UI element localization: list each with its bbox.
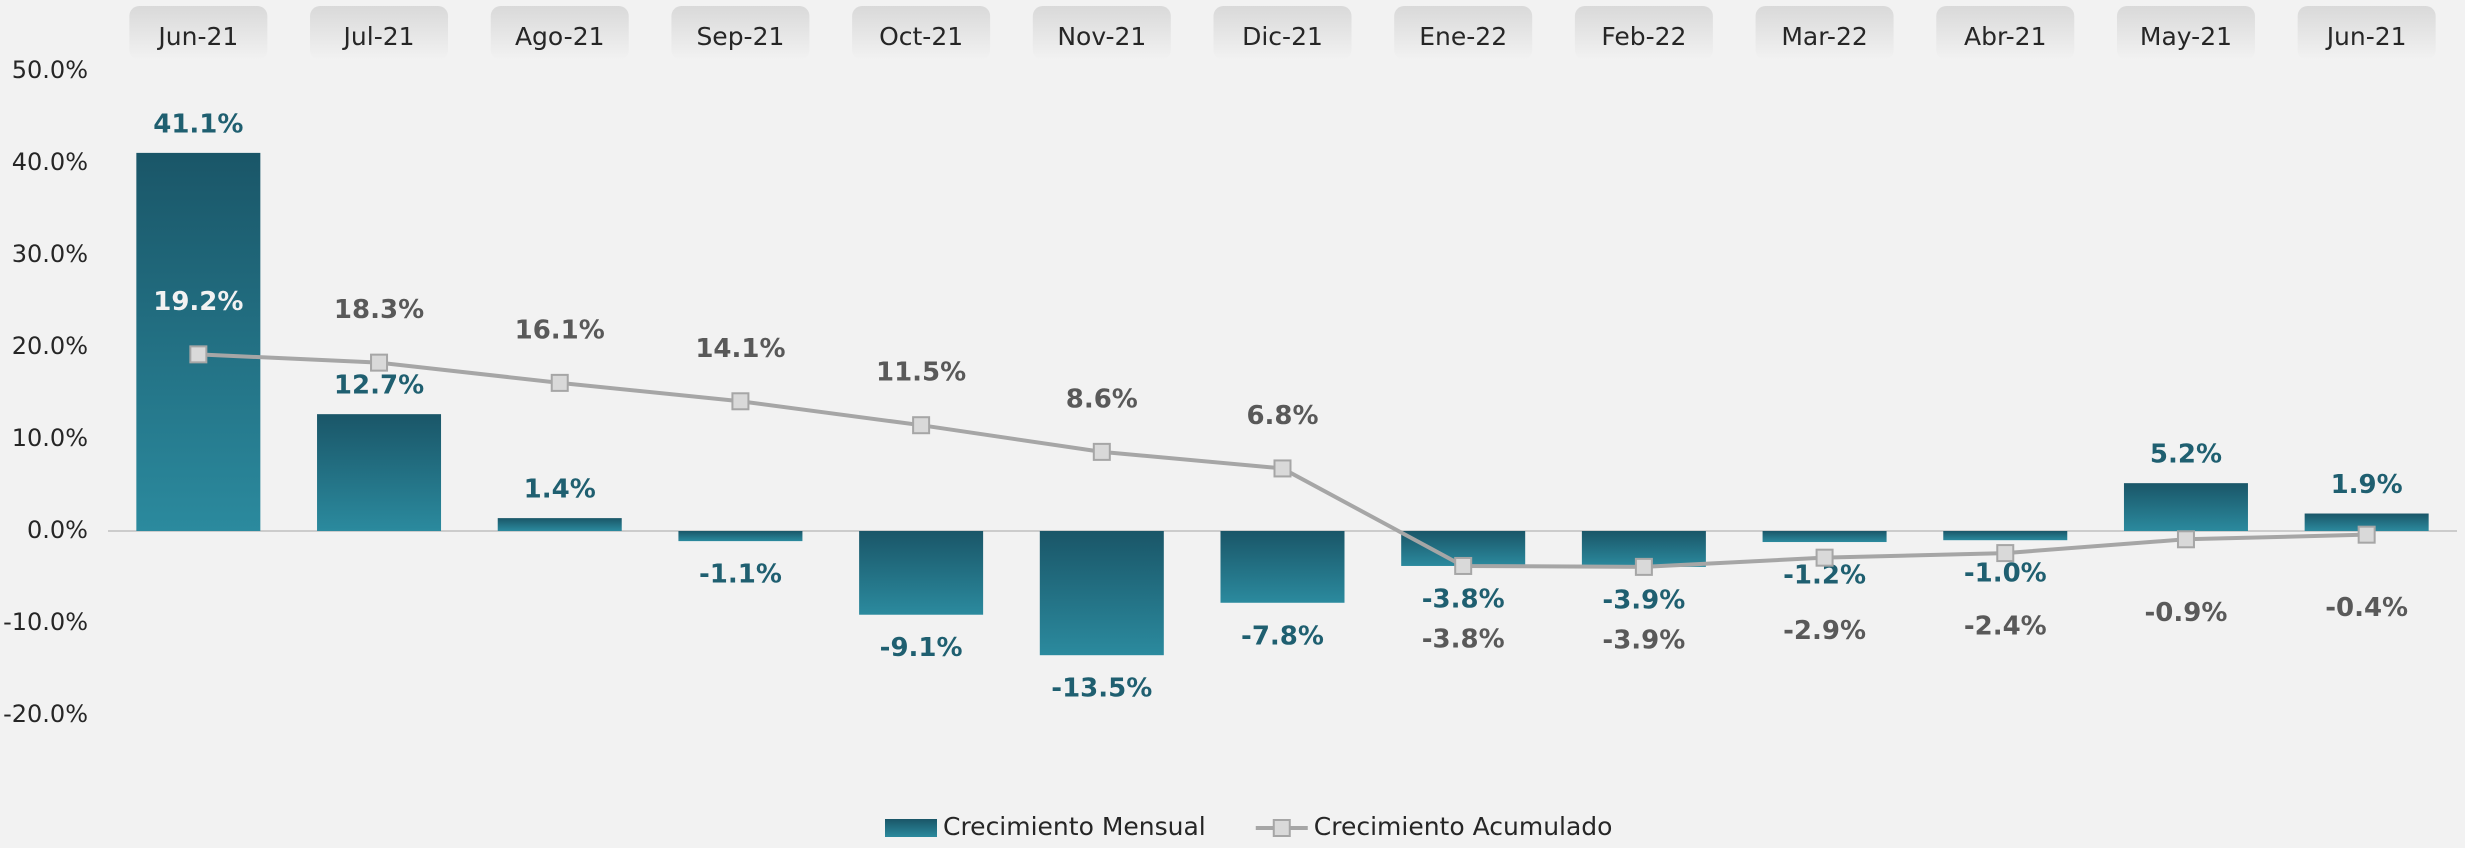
category-tab (1213, 6, 1352, 60)
line-value-label: -0.4% (2325, 593, 2408, 623)
category-label: May-21 (2140, 22, 2232, 51)
line-marker (912, 416, 931, 435)
category-label: Feb-22 (1601, 22, 1686, 51)
category-label: Ene-22 (1419, 22, 1507, 51)
category-label: Jun-21 (156, 22, 238, 51)
y-tick-label: -20.0% (3, 700, 88, 728)
bar-value-label: -3.8% (1422, 584, 1505, 614)
line-marker (189, 345, 208, 364)
bar (136, 152, 261, 531)
category-tab (1936, 6, 2075, 60)
category-label: Dic-21 (1242, 22, 1323, 51)
y-tick-label: 50.0% (12, 56, 88, 84)
category-tab (1394, 6, 1533, 60)
line-value-label: 11.5% (876, 358, 966, 388)
y-tick-label: 10.0% (12, 424, 88, 452)
bar-value-label: -7.8% (1241, 621, 1324, 651)
bar (1220, 531, 1345, 603)
line-marker (1634, 557, 1653, 576)
bar-value-label: -3.9% (1602, 585, 1685, 615)
category-tab (1032, 6, 1171, 60)
line-value-label: 16.1% (515, 315, 605, 345)
bar (1762, 531, 1887, 543)
bar (859, 531, 984, 615)
bar-value-label: 5.2% (2150, 440, 2222, 470)
category-tab (1755, 6, 1894, 60)
category-label: Jul-21 (342, 22, 415, 51)
bar (497, 518, 622, 531)
line-marker (1996, 544, 2015, 563)
category-tab (490, 6, 629, 60)
category-tab (310, 6, 449, 60)
legend-label: Crecimiento Acumulado (1314, 812, 1613, 841)
line-value-label: -0.9% (2145, 598, 2228, 628)
line-marker (1454, 556, 1473, 575)
bar (2123, 483, 2248, 531)
bar (2304, 513, 2429, 531)
line-value-label: 8.6% (1066, 384, 1138, 414)
bar-value-label: 1.4% (524, 475, 596, 505)
bar-value-label: -13.5% (1051, 674, 1152, 704)
line-value-label: -2.4% (1964, 612, 2047, 642)
category-tab (2297, 6, 2436, 60)
line-value-label: 18.3% (334, 295, 424, 325)
bar-value-label: -1.1% (699, 560, 782, 590)
bar (1039, 531, 1164, 656)
y-tick-label: 40.0% (12, 148, 88, 176)
category-label: Nov-21 (1057, 22, 1146, 51)
category-tab (852, 6, 991, 60)
line-marker (731, 392, 750, 411)
bar (678, 531, 803, 542)
category-label: Ago-21 (515, 22, 605, 51)
line-value-label: 6.8% (1246, 401, 1318, 431)
bar (1943, 531, 2068, 541)
bar-value-label: 1.9% (2331, 470, 2403, 500)
line-value-label: -2.9% (1783, 616, 1866, 646)
line-marker (1273, 459, 1292, 478)
category-tab (2116, 6, 2255, 60)
line-marker (1815, 548, 1834, 567)
line-marker (2357, 525, 2376, 544)
y-tick-label: 0.0% (27, 516, 88, 544)
line-marker (550, 373, 569, 392)
category-tab (129, 6, 268, 60)
bar-value-label: -9.1% (880, 633, 963, 663)
category-tab (671, 6, 810, 60)
bar-value-label: 12.7% (334, 371, 424, 401)
line-marker (370, 353, 389, 372)
y-tick-label: 30.0% (12, 240, 88, 268)
category-label: Jun-21 (2325, 22, 2407, 51)
line-value-label: -3.9% (1602, 625, 1685, 655)
y-tick-label: 20.0% (12, 332, 88, 360)
category-label: Sep-21 (696, 22, 784, 51)
category-tab (1574, 6, 1713, 60)
bar-value-label: 41.1% (153, 109, 243, 139)
line-value-label: 14.1% (695, 334, 785, 364)
legend-label: Crecimiento Mensual (943, 812, 1206, 841)
category-label: Oct-21 (879, 22, 963, 51)
line-marker (2176, 530, 2195, 549)
category-label: Abr-21 (1964, 22, 2046, 51)
line-marker (1092, 442, 1111, 461)
line-value-label: -3.8% (1422, 624, 1505, 654)
bar (317, 414, 442, 531)
category-label: Mar-22 (1781, 22, 1867, 51)
legend-swatch (885, 819, 937, 837)
bar-value-label: -1.0% (1964, 559, 2047, 589)
line-value-label: 19.2% (153, 287, 243, 317)
legend-swatch-marker (1272, 819, 1291, 837)
y-tick-label: -10.0% (3, 608, 88, 636)
